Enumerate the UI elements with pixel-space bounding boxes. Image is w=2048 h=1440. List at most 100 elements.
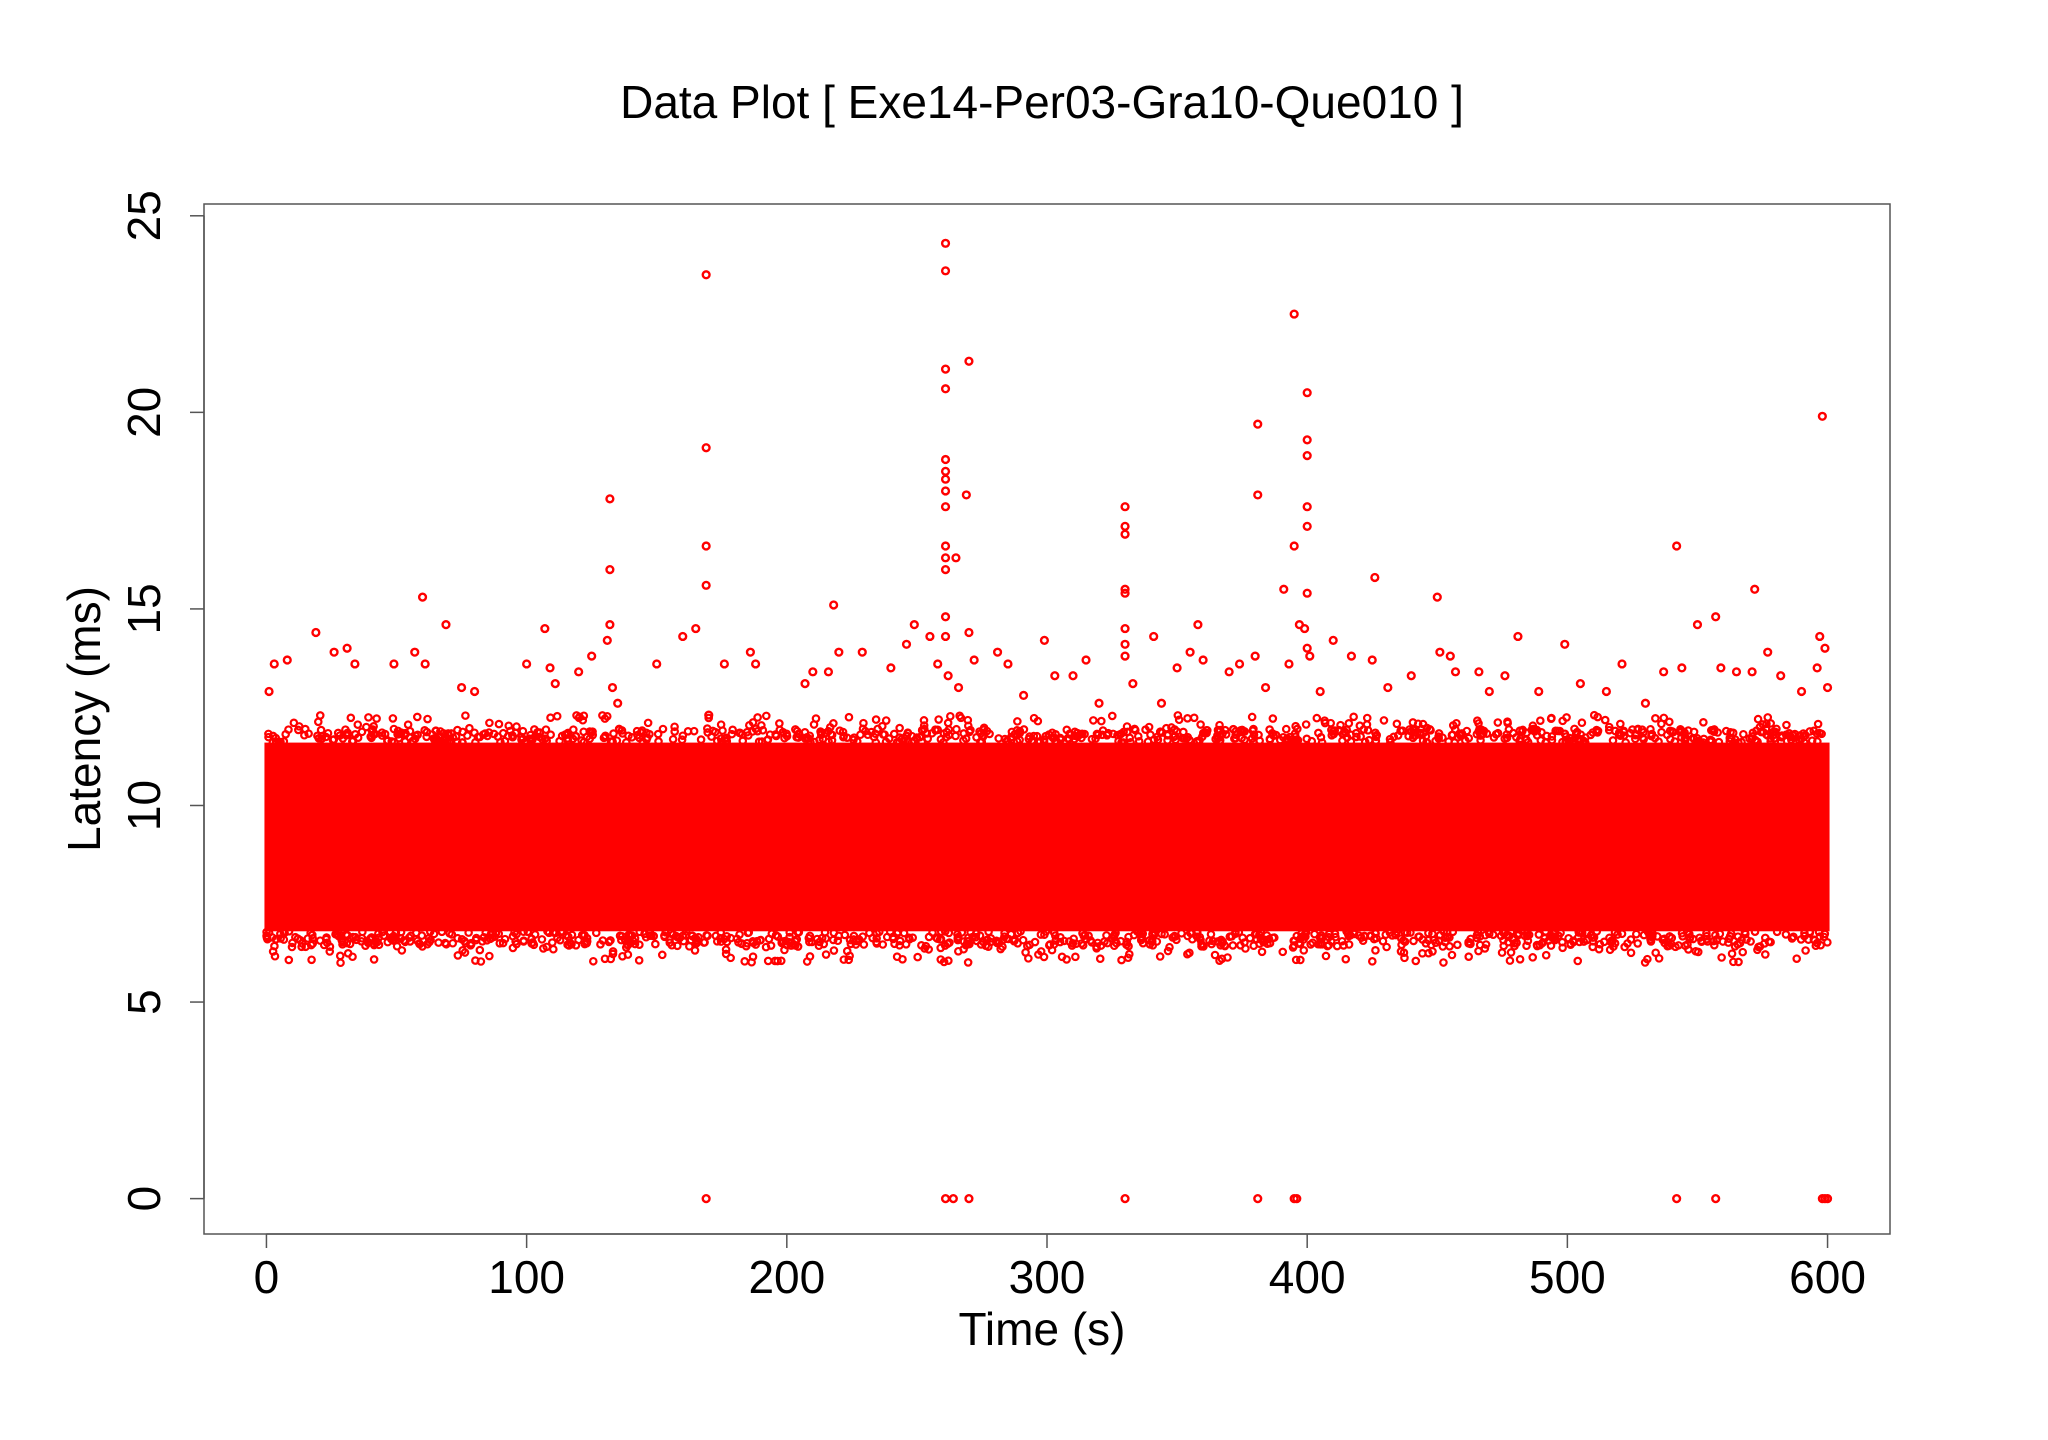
band-edge-point xyxy=(1378,936,1388,946)
band-edge-point xyxy=(1729,957,1738,967)
data-point xyxy=(350,659,360,669)
data-point xyxy=(605,494,615,504)
band-edge-point xyxy=(1424,928,1433,938)
band-edge-point xyxy=(735,728,745,738)
band-edge-point xyxy=(871,729,880,739)
band-edge-point xyxy=(413,730,422,740)
band-edge-point xyxy=(546,730,555,740)
band-edge-point xyxy=(1096,941,1106,950)
band-edge-point xyxy=(1320,716,1329,725)
band-edge-point xyxy=(1345,931,1355,940)
band-edge-point xyxy=(614,724,624,734)
data-point xyxy=(940,364,951,374)
band-edge-point xyxy=(1379,716,1389,725)
band-edge-point xyxy=(1782,720,1791,730)
band-edge-point xyxy=(658,724,668,734)
data-point xyxy=(1640,698,1651,708)
band-edge-point xyxy=(1500,734,1510,743)
band-edge-point xyxy=(303,934,313,943)
data-point xyxy=(1253,490,1263,500)
band-edge-point xyxy=(895,723,904,733)
band-edge-point xyxy=(1799,732,1809,742)
band-edge-point xyxy=(1626,948,1636,958)
band-edge-point xyxy=(1604,722,1614,732)
band-edge-point xyxy=(1354,931,1364,940)
band-edge-point xyxy=(1766,937,1775,947)
band-edge-point xyxy=(645,927,654,937)
band-edge-point xyxy=(840,930,850,940)
band-edge-point xyxy=(1646,934,1655,944)
data-point xyxy=(1302,521,1312,531)
band-edge-point xyxy=(1136,927,1146,937)
band-edge-point xyxy=(1640,958,1650,967)
plot-frame xyxy=(203,203,1891,1235)
y-tick-label: 25 xyxy=(118,190,170,241)
band-edge-point xyxy=(485,718,494,728)
band-edge-point xyxy=(1650,733,1660,743)
band-edge-point xyxy=(1721,726,1731,736)
band-edge-point xyxy=(972,732,981,742)
data-point xyxy=(909,620,919,630)
data-point xyxy=(1185,647,1195,657)
band-edge-point xyxy=(1051,936,1061,945)
band-edge-point xyxy=(943,718,953,728)
band-edge-point xyxy=(1087,734,1097,744)
chart-title: Data Plot [ Exe14-Per03-Gra10-Que010 ] xyxy=(620,76,1464,128)
data-point xyxy=(940,238,951,248)
band-edge-point xyxy=(928,928,937,937)
band-edge-point xyxy=(549,944,558,954)
band-edge-point xyxy=(1077,733,1086,743)
data-point xyxy=(1018,690,1029,701)
band-edge-point xyxy=(564,941,574,950)
data-point xyxy=(1305,651,1315,661)
band-edge-point xyxy=(345,939,355,949)
band-edge-point xyxy=(1029,713,1039,723)
band-edge-point xyxy=(748,718,758,727)
band-edge-point xyxy=(1434,936,1444,946)
band-edge-point xyxy=(1450,725,1460,734)
band-edge-point xyxy=(618,951,627,961)
band-edge-point xyxy=(357,727,367,737)
band-edge-point xyxy=(744,731,753,740)
band-edge-point xyxy=(703,724,712,733)
band-edge-point xyxy=(1312,713,1322,723)
band-edge-point xyxy=(1698,738,1708,747)
data-point xyxy=(1560,639,1570,649)
band-edge-point xyxy=(523,927,533,937)
data-point xyxy=(1039,635,1049,645)
band-edge-point xyxy=(548,938,557,947)
band-edge-point xyxy=(458,738,467,747)
band-edge-point xyxy=(1515,954,1525,964)
band-edge-point xyxy=(1265,735,1275,745)
band-edge-point xyxy=(1689,734,1699,744)
band-edge-point xyxy=(287,942,297,952)
data-point xyxy=(1370,572,1380,583)
data-point xyxy=(1172,663,1182,673)
band-edge-point xyxy=(500,736,510,746)
band-edge-point xyxy=(372,714,381,723)
band-edge-point xyxy=(1327,725,1336,735)
band-edge-point xyxy=(696,735,706,744)
band-edge-point xyxy=(1813,737,1822,746)
band-edge-point xyxy=(826,730,836,739)
band-edge-point xyxy=(1092,729,1102,739)
data-point xyxy=(951,553,961,563)
band-edge-point xyxy=(764,934,774,944)
band-edge-point xyxy=(1192,736,1202,746)
band-edge-point xyxy=(673,941,682,951)
band-edge-point xyxy=(1522,928,1532,938)
x-tick-label: 400 xyxy=(1269,1251,1346,1303)
band-edge-point xyxy=(1167,723,1176,732)
band-edge-point xyxy=(1173,711,1183,720)
data-point xyxy=(1253,1194,1263,1204)
data-point xyxy=(701,270,711,280)
band-edge-point xyxy=(1685,934,1694,944)
band-edge-point xyxy=(1522,941,1531,951)
band-edge-point xyxy=(1637,725,1647,734)
band-edge-point xyxy=(1055,937,1065,947)
band-edge-point xyxy=(1259,937,1268,947)
data-point xyxy=(1716,663,1726,673)
data-point xyxy=(1383,682,1393,693)
band-edge-point xyxy=(984,927,993,937)
data-point xyxy=(1120,529,1130,539)
